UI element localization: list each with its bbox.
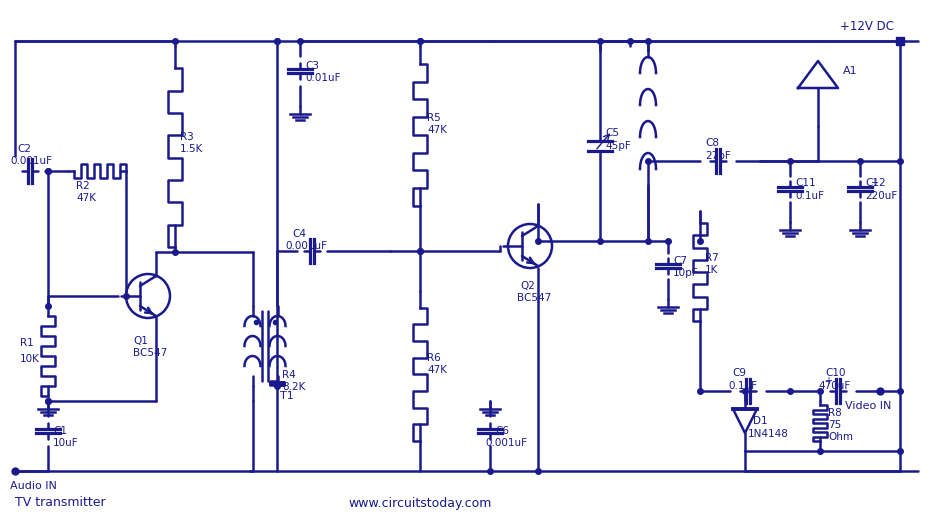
Text: Ohm: Ohm <box>828 432 853 442</box>
Text: 1N4148: 1N4148 <box>748 429 789 439</box>
Text: 0.01uF: 0.01uF <box>305 73 341 83</box>
Text: 27pF: 27pF <box>705 151 730 161</box>
Text: C9: C9 <box>732 368 746 378</box>
Text: 10K: 10K <box>20 354 40 364</box>
Text: BC547: BC547 <box>517 293 551 303</box>
Text: D1: D1 <box>753 416 768 426</box>
Text: 1.5K: 1.5K <box>180 144 204 155</box>
Text: R6: R6 <box>427 353 441 363</box>
Text: 45pF: 45pF <box>605 141 630 151</box>
Text: Video IN: Video IN <box>845 401 891 411</box>
Text: C11: C11 <box>795 178 815 188</box>
Text: Q1: Q1 <box>133 336 148 346</box>
Text: C2: C2 <box>17 144 31 154</box>
Text: TV transmitter: TV transmitter <box>15 497 106 510</box>
Text: 8.2K: 8.2K <box>282 382 305 392</box>
Text: C4: C4 <box>292 229 306 239</box>
Text: 10uF: 10uF <box>53 438 78 448</box>
Text: 220uF: 220uF <box>865 191 898 201</box>
Text: 0.001uF: 0.001uF <box>485 438 527 448</box>
Text: +: + <box>824 376 832 386</box>
Text: R8: R8 <box>828 408 842 418</box>
Text: R2: R2 <box>76 181 90 191</box>
Text: C10: C10 <box>825 368 845 378</box>
Text: C3: C3 <box>305 61 319 71</box>
Text: 47K: 47K <box>427 365 447 375</box>
Text: R4: R4 <box>282 370 296 380</box>
Text: C6: C6 <box>495 426 509 436</box>
Text: C12: C12 <box>865 178 885 188</box>
Text: 470uF: 470uF <box>818 381 850 391</box>
Text: 47K: 47K <box>427 125 447 135</box>
Text: 0.001uF: 0.001uF <box>10 156 52 166</box>
Text: C1: C1 <box>53 426 67 436</box>
Text: R3: R3 <box>180 131 193 142</box>
Text: 0.1uF: 0.1uF <box>795 191 824 201</box>
Text: C7: C7 <box>673 256 687 266</box>
Text: Audio IN: Audio IN <box>10 481 57 491</box>
Text: 1K: 1K <box>705 265 718 275</box>
Text: C5: C5 <box>605 128 619 138</box>
Text: +12V DC: +12V DC <box>840 19 894 32</box>
Text: 10pF: 10pF <box>673 268 699 278</box>
Text: BC547: BC547 <box>133 348 167 358</box>
Text: 75: 75 <box>828 420 842 430</box>
Text: R1: R1 <box>20 339 34 349</box>
Text: R7: R7 <box>705 253 719 263</box>
Text: C8: C8 <box>705 138 719 148</box>
Text: 0.001uF: 0.001uF <box>285 241 327 251</box>
Text: 0.1uF: 0.1uF <box>728 381 757 391</box>
Text: R5: R5 <box>427 113 441 123</box>
Text: +: + <box>870 178 878 188</box>
Text: 47K: 47K <box>76 193 96 203</box>
Text: Q2: Q2 <box>520 281 535 291</box>
Text: T1: T1 <box>280 391 294 401</box>
Text: A1: A1 <box>843 66 857 76</box>
Text: www.circuitstoday.com: www.circuitstoday.com <box>348 497 491 510</box>
